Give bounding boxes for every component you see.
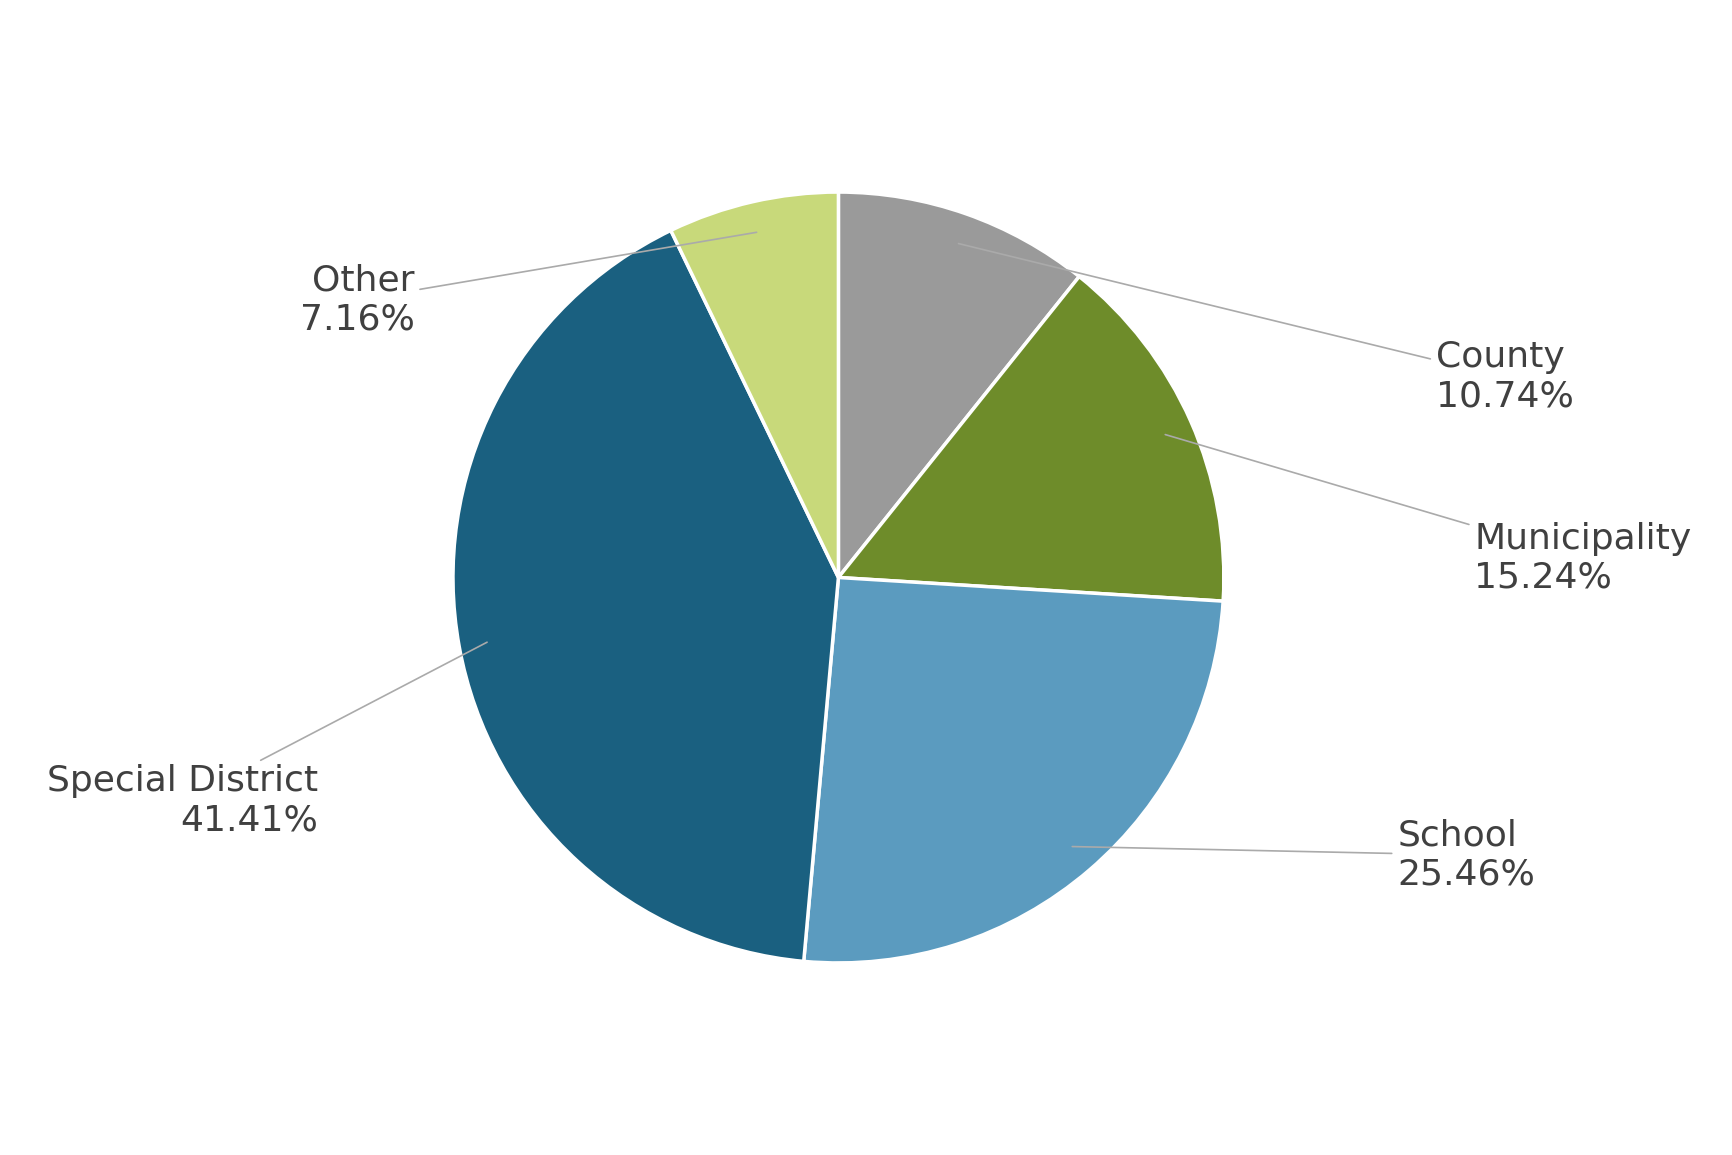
Text: County
10.74%: County 10.74% (958, 244, 1574, 413)
Text: Special District
41.41%: Special District 41.41% (47, 642, 487, 837)
Wedge shape (804, 578, 1223, 963)
Wedge shape (454, 230, 838, 961)
Wedge shape (838, 192, 1079, 578)
Wedge shape (670, 192, 838, 578)
Wedge shape (838, 276, 1225, 601)
Text: Other
7.16%: Other 7.16% (300, 232, 757, 337)
Text: School
25.46%: School 25.46% (1072, 818, 1535, 892)
Text: Municipality
15.24%: Municipality 15.24% (1166, 434, 1692, 595)
